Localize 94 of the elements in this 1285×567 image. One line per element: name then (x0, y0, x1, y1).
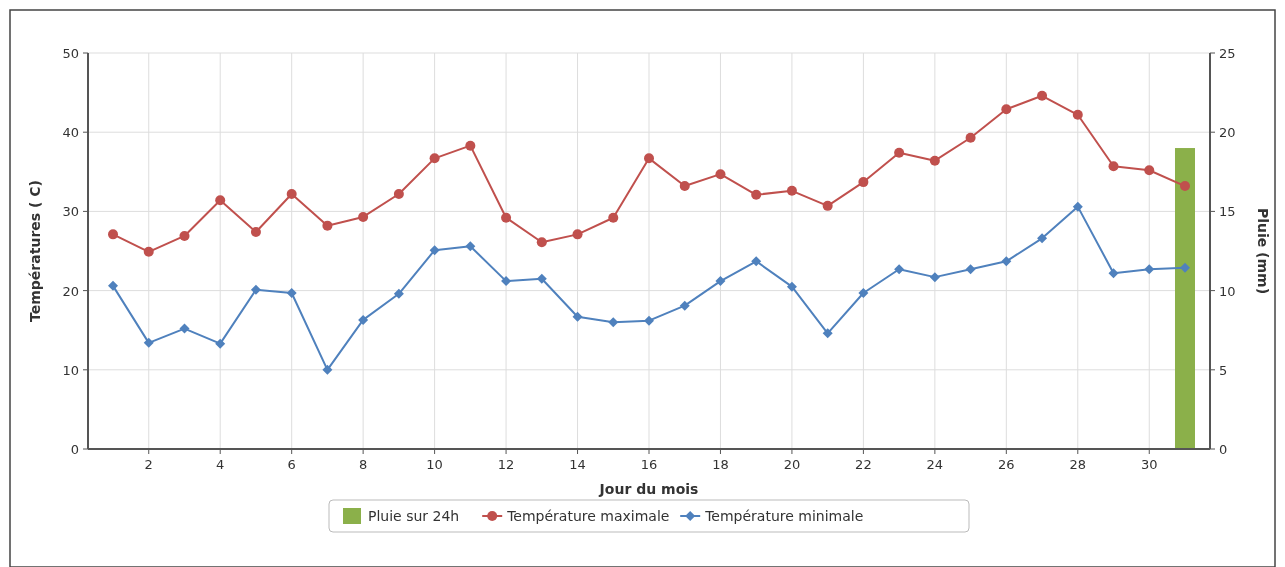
y2-tick-label: 15 (1219, 204, 1236, 220)
point (929, 272, 940, 283)
point (536, 273, 547, 284)
point (108, 229, 119, 240)
point (929, 155, 940, 166)
y-axis-title: Températures ( C) (27, 180, 43, 322)
point (1108, 161, 1119, 172)
point (286, 188, 297, 199)
legend-label: Pluie sur 24h (368, 508, 460, 524)
x-tick-label: 16 (640, 457, 658, 472)
legend-label: Température maximale (506, 508, 670, 524)
y2-tick-label: 25 (1219, 46, 1236, 61)
y-tick-label: 10 (62, 362, 79, 378)
point (179, 323, 190, 334)
point (501, 212, 512, 223)
point (608, 212, 619, 223)
x-tick-label: 26 (998, 457, 1015, 472)
point (786, 185, 797, 196)
point (894, 147, 905, 158)
point (429, 245, 440, 256)
point (358, 211, 369, 222)
y2-tick-label: 0 (1219, 442, 1228, 457)
y-tick-label: 20 (62, 283, 79, 299)
point (322, 364, 333, 375)
point (143, 246, 154, 257)
point (1072, 109, 1083, 120)
y-tick-label: 0 (70, 442, 79, 457)
point (286, 287, 297, 298)
legend-label: Température minimale (704, 508, 864, 524)
point (858, 287, 869, 298)
point (465, 241, 476, 252)
point (679, 300, 690, 311)
point (108, 280, 119, 291)
point (858, 177, 869, 188)
point (1001, 104, 1012, 115)
point (715, 276, 726, 287)
y-tick-label: 30 (62, 204, 79, 220)
point (894, 264, 905, 275)
x-axis-title: Jour du mois (598, 481, 699, 497)
point (393, 188, 404, 199)
x-tick-label: 10 (426, 457, 443, 472)
x-tick-label: 20 (783, 457, 801, 472)
point (965, 264, 976, 275)
x-tick-label: 28 (1069, 457, 1087, 472)
x-tick-label: 18 (712, 457, 729, 472)
y-tick-label: 50 (62, 46, 79, 61)
point (250, 226, 261, 237)
point (715, 169, 726, 180)
y2-tick-label: 5 (1219, 362, 1228, 378)
point (822, 200, 833, 211)
point (751, 189, 762, 200)
point (572, 311, 583, 322)
point (215, 195, 226, 206)
point (322, 220, 333, 231)
point (358, 314, 369, 325)
point (1108, 268, 1119, 279)
y2-tick-label: 10 (1219, 283, 1236, 299)
point (1144, 165, 1155, 176)
point (1144, 264, 1155, 275)
point (608, 317, 619, 328)
point (215, 338, 226, 349)
point (822, 328, 833, 339)
point (1037, 233, 1048, 244)
point (965, 132, 976, 143)
y2-tick-label: 20 (1219, 125, 1236, 141)
x-tick-label: 2 (144, 457, 153, 472)
x-tick-label: 6 (287, 457, 296, 472)
point (1072, 201, 1083, 212)
point (501, 276, 512, 287)
x-tick-label: 14 (569, 457, 586, 472)
x-tick-label: 12 (497, 457, 515, 472)
point (1001, 256, 1012, 267)
y-tick-label: 40 (62, 125, 79, 141)
point (786, 281, 797, 292)
point (536, 237, 547, 248)
x-tick-label: 22 (855, 457, 872, 472)
point (644, 153, 654, 164)
y2-axis-title: Pluie (mm) (1255, 207, 1271, 295)
point (429, 153, 440, 164)
point (1179, 181, 1190, 192)
point (1037, 90, 1048, 101)
point (751, 256, 762, 267)
x-tick-label: 8 (359, 457, 368, 472)
x-tick-label: 30 (1140, 457, 1158, 472)
point (393, 288, 404, 299)
point (465, 140, 476, 151)
point (179, 230, 190, 241)
point (143, 337, 154, 348)
x-tick-label: 4 (216, 457, 225, 472)
point (644, 315, 654, 326)
point (250, 284, 261, 295)
x-tick-label: 24 (926, 457, 944, 472)
point (572, 229, 583, 240)
point (679, 181, 690, 192)
